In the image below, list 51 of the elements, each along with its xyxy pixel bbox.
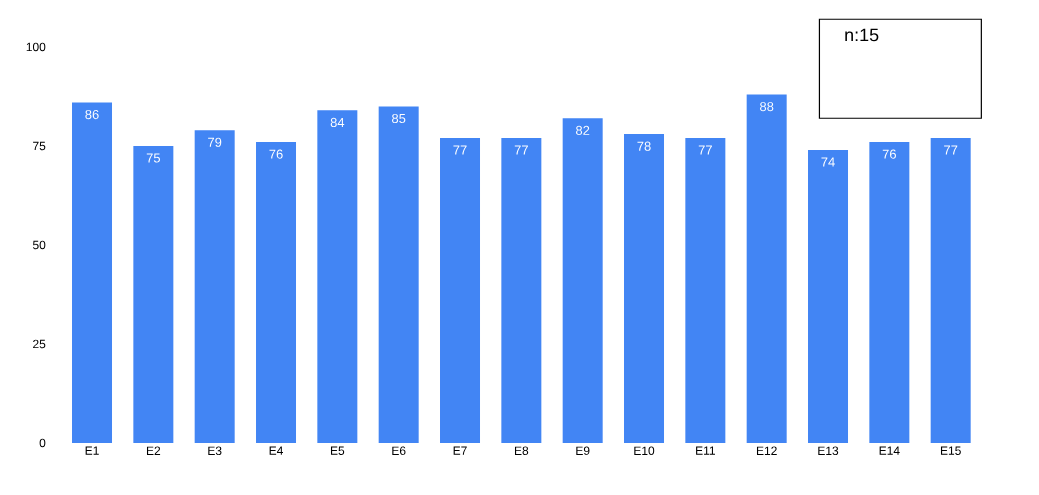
bar (194, 130, 235, 443)
x-tick-label: E4 (269, 446, 283, 455)
x-tick-label: E3 (208, 446, 222, 456)
x-tick-label: E7 (453, 446, 467, 455)
bar (869, 142, 910, 443)
data-label: 78 (637, 141, 651, 151)
x-tick-label: E6 (392, 446, 406, 456)
x-tick-label: E9 (576, 446, 590, 456)
bar (501, 138, 542, 443)
y-tick-label: 75 (33, 141, 46, 151)
x-tick-label: E1 (85, 446, 99, 455)
text: n:15 (845, 28, 879, 42)
data-label: 85 (392, 113, 406, 124)
y-tick-label: 0 (39, 438, 46, 448)
x-tick-label: E5 (330, 446, 345, 455)
y-tick-label: 25 (33, 339, 46, 349)
bar (378, 106, 419, 443)
y-tick-label: 100 (26, 42, 46, 52)
bar (562, 118, 603, 443)
data-label: 84 (330, 117, 345, 128)
x-tick-label: E14 (879, 446, 900, 455)
data-label: 77 (453, 145, 467, 155)
bar (746, 94, 787, 443)
x-tick-label: E8 (514, 446, 529, 456)
bar (440, 138, 481, 443)
x-tick-label: E10 (634, 446, 655, 456)
bar (72, 102, 113, 443)
data-label: 86 (85, 109, 99, 120)
data-label: 76 (882, 149, 896, 159)
data-label: 77 (698, 145, 712, 155)
data-label: 74 (821, 157, 835, 167)
data-label: 77 (514, 145, 528, 155)
bar (624, 134, 665, 443)
bar (317, 110, 358, 443)
bar (256, 142, 297, 443)
data-label: 88 (760, 102, 774, 112)
bar (685, 138, 726, 443)
x-tick-label: E11 (696, 446, 715, 455)
data-label: 79 (208, 137, 222, 147)
x-tick-label: E12 (756, 446, 777, 455)
data-label: 82 (576, 125, 590, 135)
data-label: 76 (269, 149, 283, 159)
x-tick-label: E15 (940, 446, 961, 455)
bar (133, 145, 174, 443)
x-tick-label: E13 (818, 446, 839, 456)
y-tick-label: 50 (32, 240, 46, 250)
bar (808, 149, 849, 443)
bar (930, 138, 971, 443)
x-tick-label: E2 (146, 446, 161, 455)
data-label: 77 (944, 145, 958, 155)
data-label: 75 (146, 153, 161, 163)
